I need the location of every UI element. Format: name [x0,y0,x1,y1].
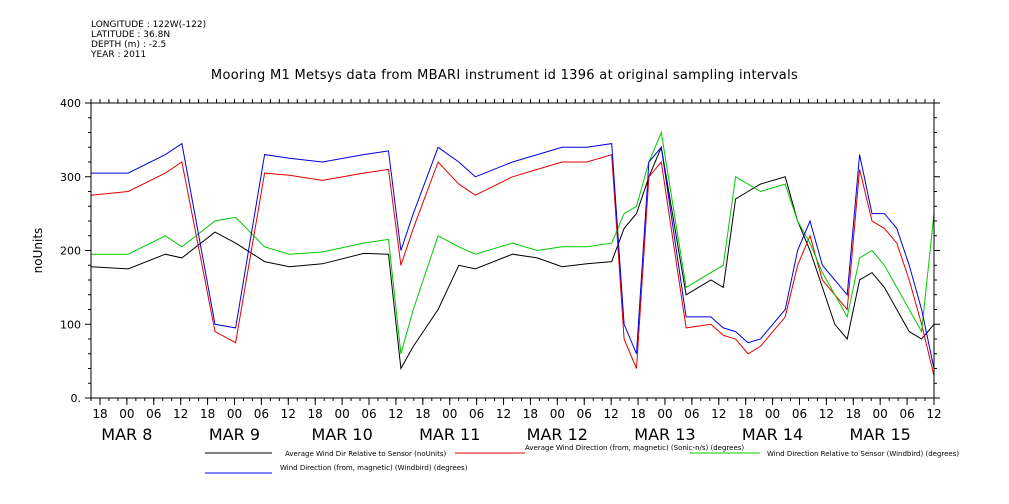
plot-area [90,130,935,377]
x-hour-label: 18 [308,407,323,421]
x-hour-label: 18 [415,407,430,421]
x-hour-label: 12 [173,407,188,421]
x-hour-label: 00 [873,407,888,421]
depth-text: DEPTH (m) : -2.5 [91,40,167,50]
plot-frame [90,102,935,399]
x-hour-label: 18 [92,407,107,421]
x-hour-label: 00 [550,407,565,421]
legend-label-3: Wind Direction Relative to Sensor (Windb… [767,450,959,458]
x-hour-label: 00 [442,407,457,421]
legend: Average Wind Dir Relative to Sensor (noU… [205,444,959,474]
x-hour-label: 18 [846,407,861,421]
chart-title: Mooring M1 Metsys data from MBARI instru… [210,68,799,83]
y-tick-label: 200 [60,245,81,258]
y-tick-label: 400 [60,97,81,110]
x-day-label: MAR 10 [311,425,372,444]
x-hour-label: 18 [200,407,215,421]
x-hour-label: 18 [630,407,645,421]
longitude-text: LONGITUDE : 122W(-122) [91,20,207,30]
x-hour-label: 06 [792,407,807,421]
x-hour-label: 06 [469,407,484,421]
x-hour-label: 12 [926,407,941,421]
x-day-label: MAR 8 [101,425,152,444]
x-hour-label: 06 [684,407,699,421]
x-hour-label: 00 [657,407,672,421]
x-hour-label: 12 [281,407,296,421]
legend-label-2: Average Wind Direction (from, magnetic) … [525,444,744,452]
series-line-1 [90,145,935,371]
legend-label-4: Wind Direction (from, magnetic) (Windbir… [280,464,468,472]
y-tick-label: 100 [60,318,81,331]
x-hour-label: 12 [388,407,403,421]
x-hour-label: 18 [738,407,753,421]
x-hour-label: 06 [254,407,269,421]
series-line-2 [90,153,935,377]
x-day-label: MAR 13 [634,425,695,444]
x-day-label: MAR 11 [419,425,480,444]
y-tick-label: 0. [71,392,82,405]
x-hour-label: 00 [119,407,134,421]
x-hour-label: 00 [334,407,349,421]
x-hour-label: 06 [146,407,161,421]
x-hour-label: 12 [496,407,511,421]
x-hour-label: 00 [227,407,242,421]
metadata-block: LONGITUDE : 122W(-122) LATITUDE : 36.8N … [91,20,206,60]
x-day-label: MAR 9 [209,425,260,444]
year-text: YEAR : 2011 [91,50,147,60]
axes: 0. 100 200 300 400 noUnits 18 00 06 12 18 00 06 12 18 0… [31,97,942,444]
x-hour-label: 06 [577,407,592,421]
legend-label-1: Average Wind Dir Relative to Sensor (noU… [285,450,446,458]
x-hour-label: 12 [819,407,834,421]
x-day-label: MAR 15 [850,425,911,444]
x-hour-label: 00 [765,407,780,421]
x-hour-label: 12 [604,407,619,421]
series-line-4 [91,142,935,369]
x-hour-label: 12 [711,407,726,421]
x-hour-label: 06 [361,407,376,421]
x-hour-label: 06 [899,407,914,421]
y-axis-label: noUnits [31,228,45,274]
x-day-label: MAR 14 [742,425,803,444]
y-tick-label: 300 [60,171,81,184]
x-day-label: MAR 12 [527,425,588,444]
series-line-3 [91,130,935,354]
x-hour-label: 18 [523,407,538,421]
latitude-text: LATITUDE : 36.8N [91,30,171,40]
